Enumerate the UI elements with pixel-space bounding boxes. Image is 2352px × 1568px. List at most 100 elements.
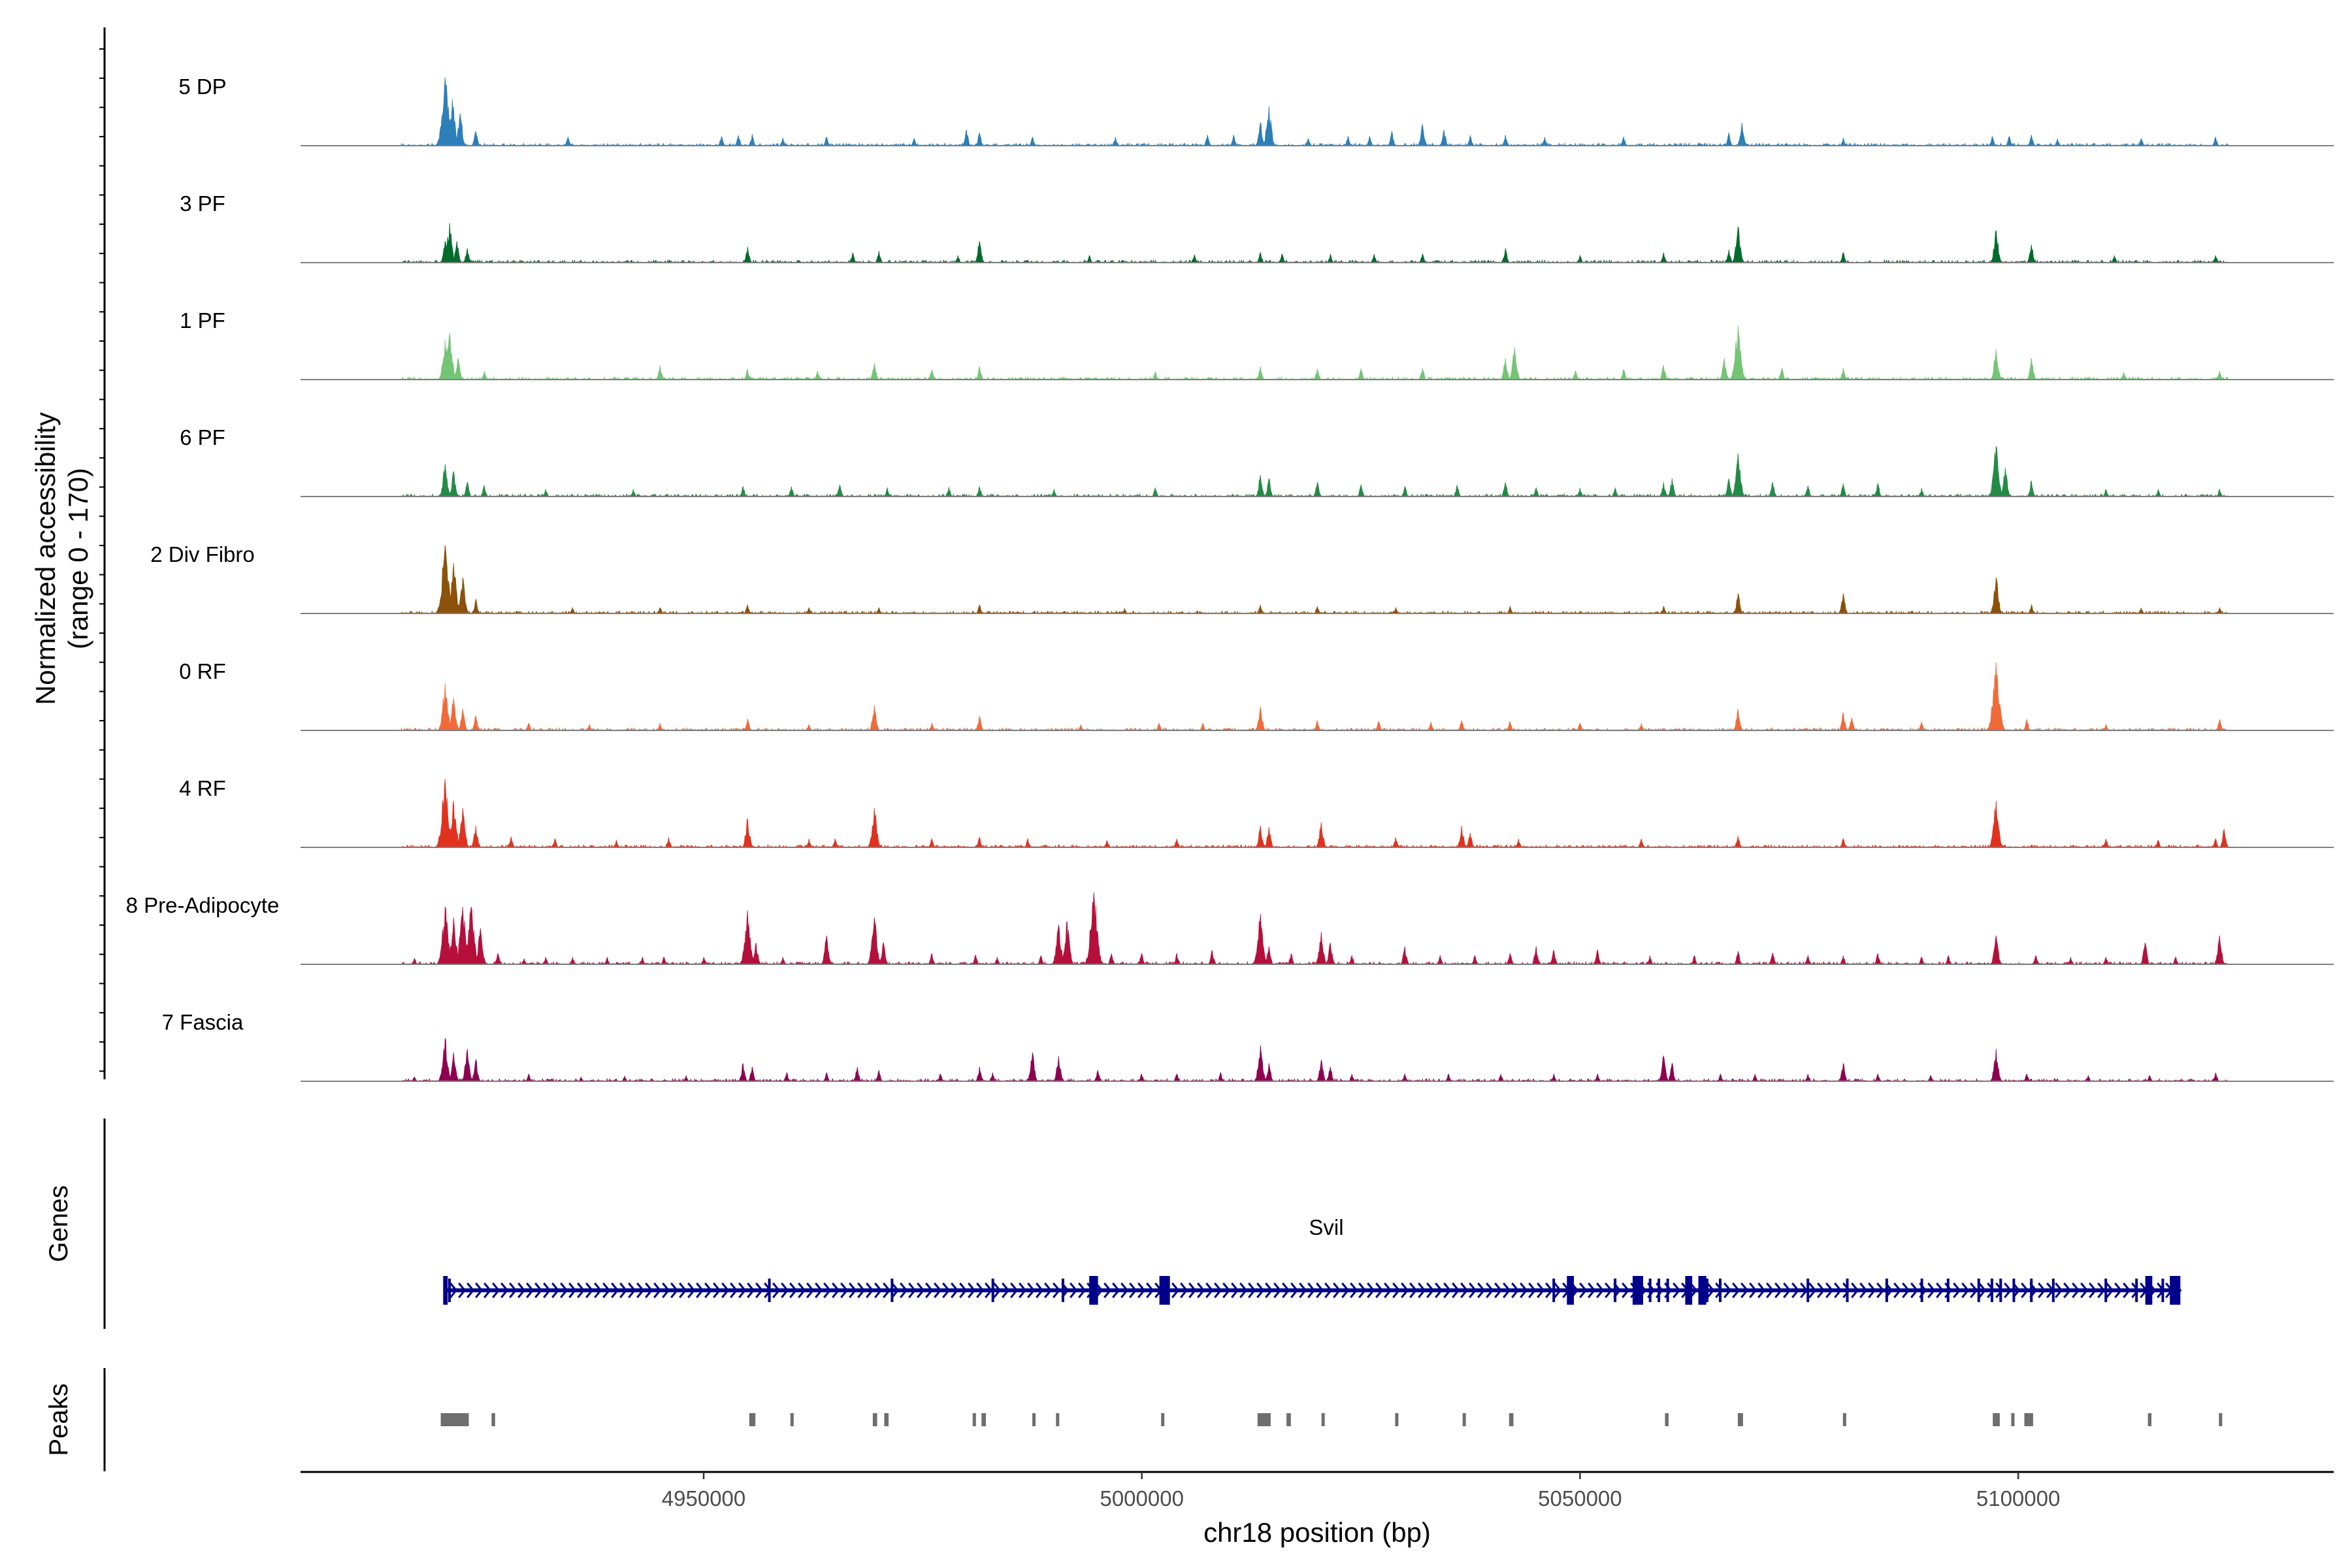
x-tick-label: 5000000 (1100, 1486, 1183, 1511)
gene-strand-arrow (1961, 1282, 1970, 1298)
gene-strand-arrow (730, 1282, 738, 1298)
track-label: 6 PF (180, 425, 225, 449)
gene-strand-arrow (1460, 1282, 1469, 1298)
gene-strand-arrow (1936, 1282, 1944, 1298)
gene-exon (1705, 1279, 1708, 1302)
gene-strand-arrow (1723, 1282, 1732, 1298)
coverage-area (400, 892, 2230, 966)
gene-strand-arrow (1927, 1282, 1936, 1298)
gene-strand-arrow (1774, 1282, 1783, 1298)
gene-strand-arrow (1588, 1282, 1596, 1298)
gene-strand-arrow (1341, 1282, 1350, 1298)
gene-strand-arrow (1817, 1282, 1825, 1298)
y-axis-title-line1: Normalized accessibility (30, 412, 61, 705)
gene-strand-arrow (458, 1282, 466, 1298)
gene-strand-arrow (534, 1282, 543, 1298)
gene-strand-arrow (1019, 1282, 1027, 1298)
gene-strand-arrow (1248, 1282, 1256, 1298)
gene-exon (2051, 1279, 2055, 1302)
gene-strand-arrow (883, 1282, 891, 1298)
gene-strand-arrow (1053, 1282, 1061, 1298)
gene-exon (2104, 1279, 2108, 1302)
gene-exon (1846, 1279, 1849, 1302)
gene-strand-arrow (704, 1282, 713, 1298)
peak-region (1509, 1413, 1514, 1426)
gene-strand-arrow (1757, 1282, 1766, 1298)
track-label: 1 PF (180, 308, 225, 333)
gene-strand-arrow (1435, 1282, 1443, 1298)
gene-exon (1658, 1279, 1661, 1302)
gene-strand-arrow (1401, 1282, 1409, 1298)
gene-strand-arrow (1511, 1282, 1520, 1298)
track-label: 2 Div Fibro (150, 542, 255, 566)
gene-strand-arrow (1766, 1282, 1774, 1298)
gene-strand-arrow (976, 1282, 985, 1298)
genes-panel-title: Genes (44, 1185, 73, 1262)
gene-strand-arrow (2072, 1282, 2080, 1298)
gene-strand-arrow (1910, 1282, 1919, 1298)
gene-strand-arrow (2089, 1282, 2097, 1298)
gene-exon (1552, 1279, 1556, 1302)
gene-model-svil (443, 1276, 2182, 1305)
gene-strand-arrow (789, 1282, 798, 1298)
track-6-pf: 6 PF (180, 425, 2334, 498)
gene-strand-arrow (543, 1282, 551, 1298)
gene-strand-arrow (2131, 1282, 2140, 1298)
gene-strand-arrow (670, 1282, 679, 1298)
gene-strand-arrow (483, 1282, 492, 1298)
gene-strand-arrow (2080, 1282, 2089, 1298)
gene-strand-arrow (466, 1282, 475, 1298)
gene-strand-arrow (2021, 1282, 2029, 1298)
track-label: 5 DP (178, 74, 226, 99)
coverage-area (400, 446, 2230, 498)
gene-strand-arrow (942, 1282, 951, 1298)
gene-exon (1719, 1279, 1722, 1302)
gene-strand-arrow (2106, 1282, 2114, 1298)
gene-strand-arrow (840, 1282, 849, 1298)
gene-strand-arrow (1825, 1282, 1834, 1298)
gene-strand-arrow (823, 1282, 832, 1298)
gene-strand-arrow (1978, 1282, 1987, 1298)
peak-region (872, 1413, 877, 1426)
gene-strand-arrow (602, 1282, 611, 1298)
gene-exon (1614, 1279, 1617, 1302)
track-label: 8 Pre-Adipocyte (126, 893, 280, 917)
gene-strand-arrow (1316, 1282, 1324, 1298)
gene-strand-arrow (721, 1282, 730, 1298)
gene-strand-arrow (1222, 1282, 1231, 1298)
gene-strand-arrow (1443, 1282, 1452, 1298)
gene-strand-arrow (747, 1282, 755, 1298)
gene-strand-arrow (500, 1282, 509, 1298)
gene-exon (448, 1279, 451, 1302)
x-tick-label: 5050000 (1538, 1486, 1622, 1511)
coverage-area (400, 545, 2229, 615)
gene-strand-arrow (1596, 1282, 1605, 1298)
gene-exon (2145, 1276, 2153, 1305)
gene-strand-arrow (679, 1282, 687, 1298)
x-tick-label: 5100000 (1976, 1486, 2060, 1511)
gene-strand-arrow (1732, 1282, 1740, 1298)
gene-strand-arrow (1605, 1282, 1613, 1298)
peak-region (1257, 1413, 1271, 1426)
track-4-rf: 4 RF (179, 776, 2334, 849)
track-label: 4 RF (179, 776, 226, 800)
gene-strand-arrow (653, 1282, 662, 1298)
peak-regions (440, 1413, 2223, 1426)
gene-exon (1999, 1279, 2002, 1302)
gene-strand-arrow (1188, 1282, 1197, 1298)
peak-region (1395, 1413, 1399, 1426)
peak-region (2011, 1413, 2015, 1426)
gene-strand-arrow (1214, 1282, 1222, 1298)
x-axis-title: chr18 position (bp) (1203, 1517, 1431, 1548)
gene-strand-arrow (1494, 1282, 1503, 1298)
gene-strand-arrow (568, 1282, 577, 1298)
gene-exon (2012, 1279, 2016, 1302)
gene-strand-arrow (1367, 1282, 1375, 1298)
gene-strand-arrow (1783, 1282, 1791, 1298)
coverage-area (400, 662, 2229, 732)
gene-strand-arrow (1265, 1282, 1273, 1298)
gene-strand-arrow (1036, 1282, 1044, 1298)
peak-region (972, 1413, 976, 1426)
gene-strand-arrow (781, 1282, 789, 1298)
gene-strand-arrow (1002, 1282, 1010, 1298)
